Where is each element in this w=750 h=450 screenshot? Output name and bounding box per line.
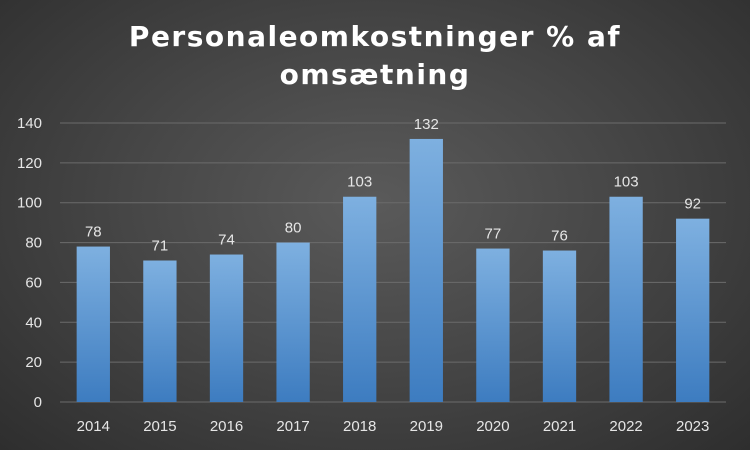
y-tick-label: 40 — [25, 314, 42, 331]
bar-2015 — [143, 260, 177, 402]
x-tick-label: 2016 — [210, 418, 243, 435]
y-tick-label: 100 — [17, 195, 42, 212]
y-tick-label: 120 — [17, 155, 42, 172]
data-label: 76 — [551, 228, 568, 245]
data-label: 103 — [347, 174, 372, 191]
y-tick-label: 0 — [34, 394, 42, 411]
bar-2016 — [209, 254, 244, 402]
data-labels: 78 71 74 80 103 132 77 76 103 92 — [85, 116, 701, 255]
data-label: 71 — [152, 238, 169, 255]
x-tick-label: 2021 — [543, 418, 576, 435]
bar-2019 — [409, 138, 443, 402]
data-label: 103 — [614, 174, 639, 191]
chart-title: Personaleomkostninger % af omsætning — [0, 18, 750, 94]
chart-title-line-1: Personaleomkostninger % af — [128, 20, 622, 53]
bar-2020 — [476, 248, 510, 402]
bar-2018 — [343, 196, 377, 402]
x-tick-label: 2019 — [410, 418, 443, 435]
data-label: 74 — [218, 232, 235, 249]
x-tick-label: 2020 — [476, 418, 509, 435]
bar-2023 — [676, 218, 710, 402]
x-tick-label: 2015 — [143, 418, 176, 435]
bar-2022 — [609, 196, 643, 402]
y-tick-label: 80 — [25, 235, 42, 252]
y-tick-label: 60 — [25, 274, 42, 291]
x-tick-label: 2022 — [609, 418, 642, 435]
x-tick-label: 2014 — [77, 418, 110, 435]
data-label: 78 — [85, 224, 102, 241]
bars — [76, 138, 710, 402]
x-tick-label: 2023 — [676, 418, 709, 435]
bar-2017 — [276, 242, 310, 402]
chart-title-line-2: omsætning — [279, 58, 471, 91]
data-label: 80 — [285, 220, 302, 237]
x-axis-ticks: 2014 2015 2016 2017 2018 2019 2020 2021 2022 2023 — [77, 418, 710, 435]
bar-2021 — [542, 250, 577, 402]
bar-2014 — [76, 246, 110, 402]
y-tick-label: 140 — [17, 115, 42, 132]
x-tick-label: 2018 — [343, 418, 376, 435]
y-axis-ticks: 0 20 40 60 80 100 120 140 — [17, 115, 42, 411]
data-label: 132 — [414, 116, 439, 133]
data-label: 77 — [485, 226, 502, 243]
x-tick-label: 2017 — [276, 418, 309, 435]
data-label: 92 — [684, 196, 701, 213]
y-tick-label: 20 — [25, 354, 42, 371]
